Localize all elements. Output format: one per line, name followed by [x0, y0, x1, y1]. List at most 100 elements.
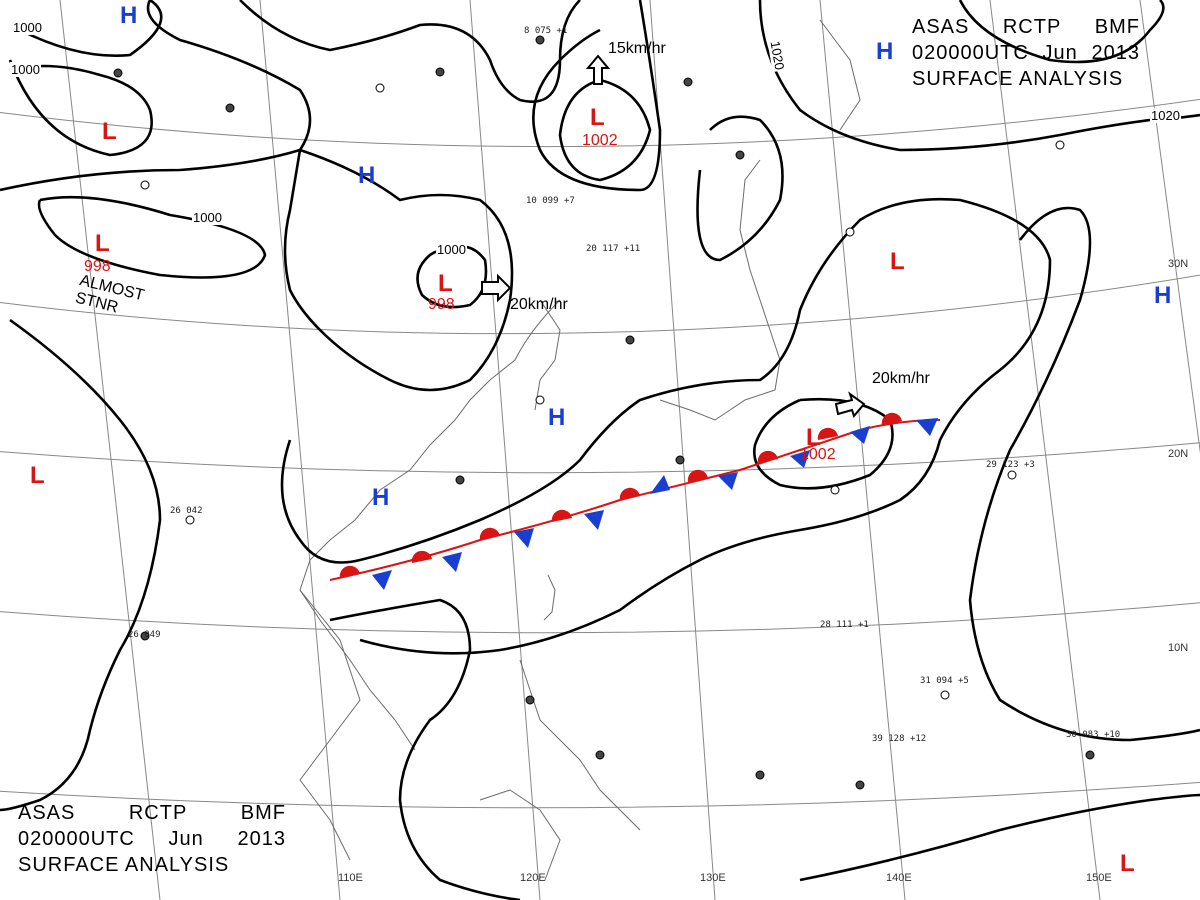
- station-tendency: +1: [857, 620, 869, 630]
- station-obs: 10 099 +7: [526, 196, 575, 206]
- station-pressure: 083: [1082, 730, 1099, 740]
- motion-speed-label: 20km/hr: [510, 296, 568, 313]
- title-center-code: ASAS: [912, 16, 970, 38]
- isobar-low-upper: [558, 78, 652, 182]
- station-pressure: 042: [186, 506, 203, 516]
- station-obs: 26 049: [128, 630, 161, 640]
- title-year: 2013: [237, 828, 286, 850]
- high-pressure-marker: H: [548, 404, 566, 431]
- longitude-label: 120E: [520, 872, 546, 884]
- station-temp: 39: [872, 734, 883, 744]
- longitude-label: 130E: [700, 872, 726, 884]
- station-temp: 29: [986, 460, 997, 470]
- coast-kamchatka: [819, 19, 861, 131]
- meridian-100e: [59, 0, 161, 900]
- station-pressure: 117: [602, 244, 619, 254]
- title-time: 020000UTC: [18, 828, 135, 850]
- title-year: 2013: [1091, 42, 1140, 64]
- high-pressure-marker: H: [120, 2, 138, 29]
- station-pressure: 111: [836, 620, 853, 630]
- low-pressure-marker: L: [95, 230, 110, 257]
- station-obs: 39 128 +12: [872, 734, 926, 744]
- station-pressure: 128: [888, 734, 905, 744]
- coast-japan: [659, 159, 781, 421]
- title-station-code: RCTP: [1002, 16, 1062, 38]
- isobar-se: [799, 793, 1200, 882]
- coastlines: [299, 19, 861, 881]
- isobar-label: 1000: [10, 62, 41, 77]
- station-obs: 30 083 +10: [1066, 730, 1120, 740]
- low-pressure-value: 1002: [582, 132, 618, 149]
- title-station-code: RCTP: [128, 802, 188, 824]
- meridian-120e: [469, 0, 541, 900]
- station-symbols: [113, 35, 1095, 790]
- station-tendency: +11: [623, 244, 641, 254]
- motion-speed-label: 20km/hr: [872, 370, 930, 387]
- station-pressure: 075: [534, 26, 552, 36]
- station-pressure: 049: [144, 630, 161, 640]
- station-temp: 31: [920, 676, 931, 686]
- coast-korea: [534, 299, 561, 411]
- meridian-110e: [259, 0, 341, 900]
- station-temp: 8: [524, 26, 530, 36]
- parallel-40n: [0, 98, 1200, 148]
- low-pressure-marker: L: [30, 462, 45, 489]
- isobar-label: 1020: [1150, 108, 1181, 123]
- motion-arrows: [481, 54, 866, 419]
- isobar-1002-east: [752, 397, 894, 490]
- title-block-bottom: ASAS RCTP BMF 020000UTC Jun 2013 SURFACE…: [18, 800, 286, 878]
- isobar-west-left: [0, 318, 162, 812]
- title-product: SURFACE ANALYSIS: [912, 68, 1124, 90]
- coast-taiwan: [543, 574, 556, 621]
- title-product: SURFACE ANALYSIS: [18, 854, 230, 876]
- meridian-140e: [819, 0, 906, 900]
- parallel-20n: [0, 442, 1200, 474]
- station-temp: 26: [128, 630, 139, 640]
- isobar-nw-2: [8, 59, 153, 157]
- longitude-label: 150E: [1086, 872, 1112, 884]
- high-pressure-marker: H: [372, 484, 390, 511]
- arrow-right-1: [481, 273, 512, 303]
- isobar-upper-central: [239, 0, 581, 103]
- high-pressure-marker: H: [876, 38, 894, 65]
- isobar-1000-central: [416, 245, 488, 309]
- isobar-south-central: [329, 598, 521, 900]
- station-temp: 28: [820, 620, 831, 630]
- station-pressure: 123: [1002, 460, 1019, 470]
- low-pressure-value: 1002: [800, 446, 836, 463]
- isobar-1000-west: [37, 195, 267, 279]
- parallel-10n: [0, 602, 1200, 634]
- low-pressure-marker: L: [102, 118, 117, 145]
- low-pressure-marker: L: [1120, 850, 1135, 877]
- low-pressure-marker: L: [806, 424, 821, 451]
- station-pressure: 099: [542, 196, 559, 206]
- stationary-front: [329, 412, 941, 590]
- latitude-label: 10N: [1168, 642, 1189, 654]
- low-pressure-value: 998: [428, 296, 455, 313]
- isobar-label: 1000: [436, 242, 467, 257]
- title-month: Jun: [1042, 42, 1078, 64]
- longitude-label: 140E: [886, 872, 912, 884]
- warm-front-bumps: [339, 412, 902, 578]
- low-pressure-value: 998: [84, 258, 111, 275]
- station-tendency: +7: [563, 196, 575, 206]
- coast-philippines: [519, 659, 641, 831]
- low-pressure-marker: L: [890, 248, 905, 275]
- title-block-top: ASAS RCTP BMF 020000UTC Jun 2013 SURFACE…: [912, 14, 1140, 92]
- motion-speed-label: 15km/hr: [608, 40, 666, 57]
- station-tendency: +1: [556, 26, 568, 36]
- station-tendency: +3: [1023, 460, 1035, 470]
- station-obs: 28 111 +1: [820, 620, 869, 630]
- station-obs: 20 117 +11: [586, 244, 640, 254]
- station-temp: 30: [1066, 730, 1077, 740]
- isobar-upper-wave: [532, 0, 662, 192]
- arrow-right-2: [834, 391, 866, 419]
- cold-front-triangles: [372, 418, 938, 590]
- coast-china: [299, 299, 561, 751]
- meridian-130e: [649, 0, 716, 900]
- title-month: Jun: [168, 828, 204, 850]
- isobar-outer-west: [0, 0, 312, 192]
- isobar-1020: [758, 0, 1200, 152]
